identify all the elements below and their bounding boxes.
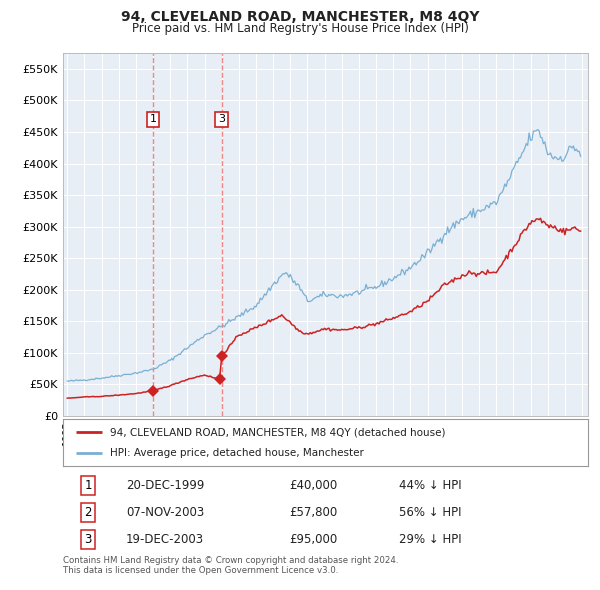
Text: 56% ↓ HPI: 56% ↓ HPI [399, 506, 461, 519]
Text: 2: 2 [85, 506, 92, 519]
Text: £40,000: £40,000 [289, 479, 337, 492]
Text: 94, CLEVELAND ROAD, MANCHESTER, M8 4QY: 94, CLEVELAND ROAD, MANCHESTER, M8 4QY [121, 10, 479, 24]
Text: Contains HM Land Registry data © Crown copyright and database right 2024.: Contains HM Land Registry data © Crown c… [63, 556, 398, 565]
Text: 19-DEC-2003: 19-DEC-2003 [126, 533, 204, 546]
Text: 1: 1 [85, 479, 92, 492]
Text: 44% ↓ HPI: 44% ↓ HPI [399, 479, 461, 492]
Text: 3: 3 [218, 114, 225, 124]
Text: £95,000: £95,000 [289, 533, 337, 546]
Text: Price paid vs. HM Land Registry's House Price Index (HPI): Price paid vs. HM Land Registry's House … [131, 22, 469, 35]
Text: 07-NOV-2003: 07-NOV-2003 [126, 506, 204, 519]
Text: This data is licensed under the Open Government Licence v3.0.: This data is licensed under the Open Gov… [63, 566, 338, 575]
Text: HPI: Average price, detached house, Manchester: HPI: Average price, detached house, Manc… [110, 448, 364, 458]
Text: 1: 1 [149, 114, 157, 124]
Text: 29% ↓ HPI: 29% ↓ HPI [399, 533, 461, 546]
Text: 3: 3 [85, 533, 92, 546]
Text: £57,800: £57,800 [289, 506, 337, 519]
Text: 94, CLEVELAND ROAD, MANCHESTER, M8 4QY (detached house): 94, CLEVELAND ROAD, MANCHESTER, M8 4QY (… [110, 427, 446, 437]
Text: 20-DEC-1999: 20-DEC-1999 [126, 479, 205, 492]
